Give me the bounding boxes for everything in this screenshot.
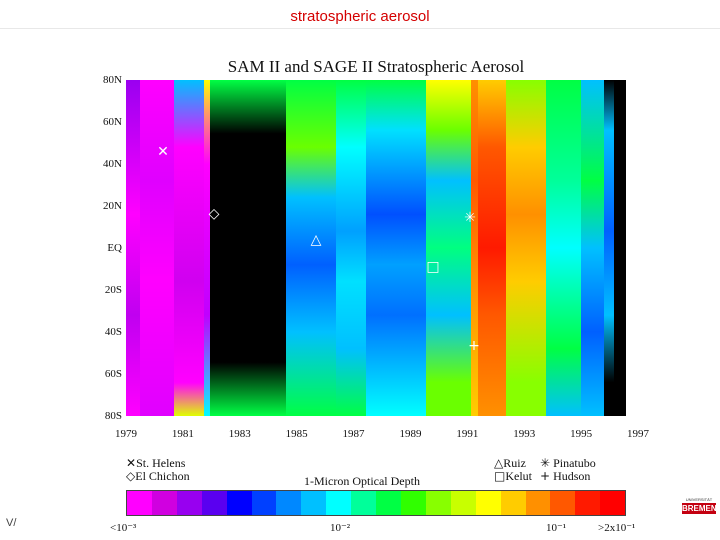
heatmap-band [506, 80, 546, 416]
colorbar-cell [151, 491, 177, 515]
legend-hudson-label: Hudson [553, 469, 591, 483]
legend-kelut-label: Kelut [505, 469, 533, 483]
heatmap-band [546, 80, 581, 416]
legend-el-chichon: ◇El Chichon [126, 469, 190, 484]
colorbar-cell [351, 491, 377, 515]
y-tick-label: 60N [103, 116, 122, 128]
y-tick-label: 20N [103, 200, 122, 212]
x-tick-label: 1997 [627, 428, 649, 440]
heatmap-band [174, 80, 204, 416]
heatmap-band [204, 80, 210, 416]
legend-el-chichon-label: El Chichon [135, 469, 190, 483]
pinatubo-marker: ✳ [464, 210, 476, 226]
heatmap-band [604, 80, 614, 416]
colorbar-cell [525, 491, 551, 515]
y-tick-label: 40N [103, 158, 122, 170]
heatmap-band [614, 80, 626, 416]
x-tick-label: 1979 [115, 428, 137, 440]
colorbar-label-high: >2x10⁻¹ [598, 522, 636, 534]
heatmap-band [140, 80, 174, 416]
el-chichon-marker: ◇ [208, 206, 220, 222]
colorbar-title: 1-Micron Optical Depth [304, 474, 420, 488]
logo-top-text: UNIVERSITÄT [685, 497, 713, 502]
st-helens-marker: ✕ [157, 144, 169, 160]
heatmap-band [366, 80, 426, 416]
y-tick-label: 60S [104, 368, 122, 380]
colorbar-cell [400, 491, 426, 515]
colorbar-cell [301, 491, 327, 515]
plot-title: SAM II and SAGE II Stratospheric Aerosol [227, 57, 525, 76]
diamond-icon: ◇ [126, 469, 136, 483]
colorbar-cell [376, 491, 401, 515]
slide-number: V/ [6, 517, 17, 529]
colorbar-cell [127, 491, 152, 515]
colorbar-cell [276, 491, 302, 515]
colorbar-cell [326, 491, 352, 515]
heatmap-band [478, 80, 506, 416]
x-tick-label: 1983 [228, 428, 251, 440]
latitude-axis-labels: 80N 60N 40N 20N EQ 20S 40S 60S 80S [88, 74, 122, 422]
colorbar-cell [475, 491, 501, 515]
heatmap-band [210, 80, 286, 416]
legend-ruiz: △Ruiz [494, 456, 526, 471]
ruiz-marker: △ [310, 232, 322, 248]
colorbar-label-low: <10⁻³ [110, 522, 137, 534]
colorbar-cell [450, 491, 476, 515]
colorbar-cell [201, 491, 227, 515]
x-tick-label: 1993 [513, 428, 536, 440]
heatmap-band [286, 80, 336, 416]
legend-st-helens: ✕St. Helens [126, 456, 185, 471]
heatmap-band [336, 80, 366, 416]
slide-title: stratospheric aerosol [290, 8, 430, 25]
legend-pinatubo-label: Pinatubo [553, 456, 596, 470]
legend-ruiz-label: Ruiz [503, 456, 526, 470]
kelut-marker: □ [426, 259, 440, 275]
legend-kelut: □Kelut [494, 469, 532, 484]
legend-pinatubo: ✳ Pinatubo [540, 456, 596, 471]
colorbar-label-mid2: 10⁻¹ [546, 522, 567, 534]
square-icon: □ [494, 469, 506, 483]
y-tick-label: 80S [104, 410, 122, 422]
colorbar-cell [500, 491, 526, 515]
x-tick-label: 1991 [456, 428, 479, 440]
y-tick-label: EQ [107, 242, 122, 254]
x-tick-label: 1995 [570, 428, 593, 440]
colorbar [126, 490, 626, 516]
triangle-icon: △ [494, 456, 504, 470]
hudson-marker: + [468, 338, 480, 354]
x-tick-label: 1987 [342, 428, 365, 440]
year-axis-labels: 1979 1981 1983 1985 1987 1989 1991 1993 1995 1997 [110, 428, 650, 444]
x-tick-label: 1985 [285, 428, 308, 440]
x-tick-label: 1989 [399, 428, 422, 440]
logo-name: BREMEN [682, 503, 717, 514]
legend-hudson: + Hudson [540, 469, 590, 484]
heatmap-band [426, 80, 471, 416]
y-tick-label: 20S [104, 284, 122, 296]
heatmap-band [581, 80, 604, 416]
x-tick-label: 1981 [171, 428, 194, 440]
colorbar-label-mid1: 10⁻² [330, 522, 351, 534]
aerosol-heatmap [126, 80, 626, 416]
university-logo: UNIVERSITÄT BREMEN [682, 497, 717, 521]
y-tick-label: 80N [103, 74, 122, 86]
asterisk-icon: ✳ [540, 456, 551, 470]
colorbar-cell [575, 491, 601, 515]
colorbar-cell [251, 491, 277, 515]
colorbar-cell [226, 491, 252, 515]
plus-icon: + [540, 469, 551, 483]
colorbar-cell [176, 491, 202, 515]
heatmap-band [471, 80, 478, 416]
y-tick-label: 40S [104, 326, 122, 338]
colorbar-cell [600, 491, 626, 515]
legend-st-helens-label: St. Helens [136, 456, 186, 470]
colorbar-cell [425, 491, 451, 515]
title-divider [0, 28, 720, 29]
heatmap-band [126, 80, 140, 416]
colorbar-cell [550, 491, 576, 515]
cross-icon: ✕ [126, 456, 137, 470]
